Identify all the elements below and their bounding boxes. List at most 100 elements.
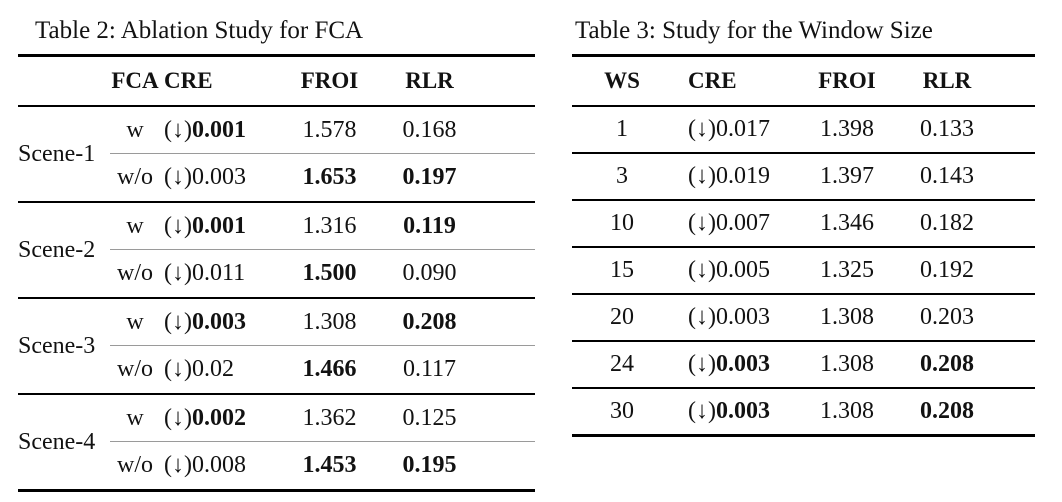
cell-ws: 1	[616, 116, 628, 142]
cell-cre: (↓)0.017	[672, 116, 802, 143]
cell-cre: (↓)0.001	[160, 117, 282, 144]
cell-rlr: 0.197	[402, 164, 457, 190]
table-2-header-row: FCA CRE FROI RLR	[18, 57, 535, 107]
cre-value: 0.002	[191, 404, 246, 431]
table-row: 24 (↓)0.003 1.308 0.208	[572, 342, 1035, 389]
column-header-cre: CRE	[688, 68, 737, 93]
cell-ws: 15	[610, 257, 634, 283]
cell-froi: 1.653	[302, 164, 357, 190]
cre-value: 0.003	[715, 304, 770, 330]
scene-label: Scene-1	[18, 140, 96, 167]
cell-cre: (↓)0.019	[672, 163, 802, 190]
table-row: w/o (↓)0.011 1.500 0.090	[110, 250, 535, 297]
table-row: 30 (↓)0.003 1.308 0.208	[572, 389, 1035, 434]
cell-cre: (↓)0.007	[672, 210, 802, 237]
cell-cre: (↓)0.02	[160, 356, 282, 383]
table-row: w/o (↓)0.02 1.466 0.117	[110, 346, 535, 393]
cell-ws: 3	[616, 163, 628, 189]
cell-rlr: 0.090	[402, 260, 457, 286]
scene-label: Scene-3	[18, 332, 96, 359]
cell-ws: 20	[610, 304, 634, 330]
cre-value: 0.003	[715, 398, 770, 424]
cell-ws: 10	[610, 210, 634, 236]
column-header-ws: WS	[604, 68, 640, 93]
cell-fca: w	[126, 212, 144, 239]
down-arrow-prefix: (↓)	[164, 164, 192, 190]
down-arrow-prefix: (↓)	[164, 116, 192, 143]
table-3-body: WS CRE FROI RLR 1 (↓)0.017 1.398 0.133 3…	[572, 54, 1035, 437]
cell-rlr: 0.208	[402, 308, 457, 335]
column-header-fca: FCA	[111, 68, 159, 93]
down-arrow-prefix: (↓)	[164, 404, 192, 431]
table-2-caption: Table 2: Ablation Study for FCA	[35, 17, 364, 44]
down-arrow-prefix: (↓)	[164, 308, 192, 335]
table-3-header-row: WS CRE FROI RLR	[572, 57, 1035, 107]
cell-froi: 1.466	[302, 356, 357, 382]
cell-rlr: 0.182	[920, 210, 974, 236]
table-row: w (↓)0.003 1.308 0.208	[110, 299, 535, 346]
cell-fca: w	[126, 116, 144, 143]
scene-label: Scene-2	[18, 236, 96, 263]
down-arrow-prefix: (↓)	[164, 260, 192, 286]
down-arrow-prefix: (↓)	[688, 116, 716, 142]
cell-rlr: 0.195	[402, 452, 457, 478]
cre-value: 0.005	[715, 257, 770, 283]
cell-cre: (↓)0.003	[672, 351, 802, 378]
table-row-group-scene-2: Scene-2 w (↓)0.001 1.316 0.119 w/o (↓)0.…	[18, 203, 535, 299]
cre-value: 0.001	[191, 116, 246, 143]
cell-ws: 30	[610, 398, 634, 424]
cell-rlr: 0.133	[920, 116, 974, 142]
cell-fca: w/o	[117, 452, 153, 478]
cell-cre: (↓)0.008	[160, 452, 282, 479]
cre-value: 0.003	[191, 164, 246, 190]
cell-rlr: 0.192	[920, 257, 974, 283]
cell-froi: 1.308	[302, 308, 357, 335]
cell-rlr: 0.208	[920, 351, 974, 377]
cre-value: 0.02	[191, 356, 234, 382]
table-row: 20 (↓)0.003 1.308 0.203	[572, 295, 1035, 342]
cell-froi: 1.500	[302, 260, 357, 286]
down-arrow-prefix: (↓)	[688, 257, 716, 283]
table-row: w/o (↓)0.008 1.453 0.195	[110, 442, 535, 489]
table-row: 1 (↓)0.017 1.398 0.133	[572, 107, 1035, 154]
table-row: w (↓)0.001 1.316 0.119	[110, 203, 535, 250]
cell-froi: 1.578	[302, 116, 357, 143]
cell-fca: w	[126, 404, 144, 431]
table-row-group-scene-4: Scene-4 w (↓)0.002 1.362 0.125 w/o (↓)0.…	[18, 395, 535, 489]
cell-froi: 1.308	[820, 304, 874, 330]
down-arrow-prefix: (↓)	[688, 351, 716, 377]
table-row: w (↓)0.001 1.578 0.168	[110, 107, 535, 154]
cell-rlr: 0.143	[920, 163, 974, 189]
table-3-caption: Table 3: Study for the Window Size	[575, 17, 933, 44]
cell-cre: (↓)0.002	[160, 405, 282, 432]
column-header-rlr: RLR	[922, 68, 972, 93]
cell-froi: 1.398	[820, 116, 874, 142]
down-arrow-prefix: (↓)	[688, 210, 716, 236]
table-row: 15 (↓)0.005 1.325 0.192	[572, 248, 1035, 295]
cell-rlr: 0.117	[402, 356, 457, 382]
cre-value: 0.019	[715, 163, 770, 189]
cell-cre: (↓)0.005	[672, 257, 802, 284]
cre-value: 0.003	[715, 351, 770, 377]
down-arrow-prefix: (↓)	[164, 356, 192, 382]
table-row: 10 (↓)0.007 1.346 0.182	[572, 201, 1035, 248]
column-header-froi: FROI	[300, 68, 359, 93]
cell-froi: 1.325	[820, 257, 874, 283]
table-3-window-size-study: Table 3: Study for the Window Size WS CR…	[572, 8, 1035, 437]
cell-rlr: 0.125	[402, 404, 457, 431]
cell-fca: w/o	[117, 260, 153, 286]
table-row-group-scene-1: Scene-1 w (↓)0.001 1.578 0.168 w/o (↓)0.…	[18, 107, 535, 203]
cell-froi: 1.308	[820, 351, 874, 377]
cell-froi: 1.397	[820, 163, 874, 189]
down-arrow-prefix: (↓)	[164, 452, 192, 478]
cell-cre: (↓)0.003	[160, 309, 282, 336]
cell-cre: (↓)0.003	[160, 164, 282, 191]
cre-value: 0.017	[715, 116, 770, 142]
cell-cre: (↓)0.011	[160, 260, 282, 287]
cell-fca: w/o	[117, 164, 153, 190]
cell-froi: 1.308	[820, 398, 874, 424]
cell-froi: 1.346	[820, 210, 874, 236]
cre-value: 0.007	[715, 210, 770, 236]
down-arrow-prefix: (↓)	[688, 398, 716, 424]
column-header-cre: CRE	[164, 68, 213, 93]
